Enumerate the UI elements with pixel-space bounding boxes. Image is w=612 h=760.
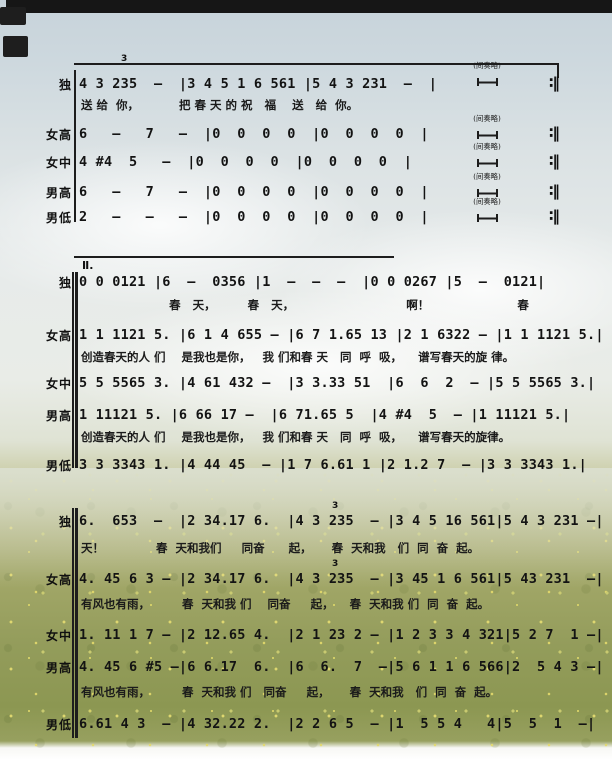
stave-soprano-s3: 女高 4. 45 6 3 — |2 34.17 6. |4 3 235 — |3… [0, 571, 612, 589]
repeat-sign: ∶‖ [549, 182, 560, 200]
stave-bass-s2: 男低 3 3 3343 1. |4 44 45 — |1 7 6.61 1 |2… [0, 457, 612, 475]
lyrics-line: 有风也有雨， 春 天和我 们 同奋 起， 春 天和我 们 同 奋 起。 [81, 597, 490, 611]
stave-solo-s3: 独 6. 653 — |2 34.17 6. |4 3 235 — |3 4 5… [0, 513, 612, 531]
whole-rest-icon [476, 214, 498, 222]
lyrics-line: 春 天， 春 天， 啊！ 春 [81, 298, 529, 312]
music-line: 6 — 7 — |0 0 0 0 |0 0 0 0 | [79, 184, 429, 200]
whole-rest-icon [476, 78, 498, 86]
part-label: 女中 [45, 377, 72, 391]
system-start-barline [72, 272, 74, 468]
triplet-mark: 3 [332, 559, 339, 569]
music-line: 1. 11 1 7 — |2 12.65 4. |2 1 23 2 — |1 2… [79, 627, 604, 643]
system-start-barline [75, 508, 78, 738]
photo-dark-mark [0, 7, 26, 25]
stave-bass-s1: 男低 2 — — — |0 0 0 0 |0 0 0 0 | [0, 209, 612, 227]
music-line: 4. 45 6 #5 —|6 6.17 6. |6 6. 7 —|5 6 1 1… [79, 659, 604, 675]
part-label: 男高 [45, 409, 72, 423]
triplet-mark: 3 [332, 501, 339, 511]
stave-mezzo-s1: 女中 4 #4 5 — |0 0 0 0 |0 0 0 0 | [0, 154, 612, 172]
whole-rest-icon [476, 159, 498, 167]
interlude-label: (间奏略) [473, 114, 501, 123]
photo-dark-mark [3, 36, 28, 57]
interlude-mark: (间奏略) [450, 196, 524, 226]
repeat-sign: ∶‖ [549, 124, 560, 142]
repeat-sign: ∶‖ [549, 74, 560, 92]
stave-solo-s2: 独 0 0 0121 |6 — 0356 |1 — — — |0 0 0267 … [0, 274, 612, 292]
part-label: 独 [58, 78, 72, 92]
part-label: 女中 [45, 629, 72, 643]
second-ending-bracket [74, 256, 394, 268]
music-line: 2 — — — |0 0 0 0 |0 0 0 0 | [79, 209, 429, 225]
lyrics-line: 天！ 春 天和我们 同奋 起， 春 天和我 们 同 奋 起。 [81, 541, 480, 555]
stave-mezzo-s3: 女中 1. 11 1 7 — |2 12.65 4. |2 1 23 2 — |… [0, 627, 612, 645]
interlude-mark: (间奏略) [450, 60, 524, 90]
repeat-sign: ∶‖ [549, 152, 560, 170]
system-start-barline [74, 70, 76, 222]
interlude-mark: (间奏略) [450, 141, 524, 171]
part-label: 独 [58, 515, 72, 529]
interlude-mark: (间奏略) [450, 113, 524, 143]
system-start-barline [75, 272, 78, 468]
music-line: 4 #4 5 — |0 0 0 0 |0 0 0 0 | [79, 154, 413, 170]
part-label: 女高 [45, 573, 72, 587]
music-line: 3 3 3343 1. |4 44 45 — |1 7 6.61 1 |2 1.… [79, 457, 587, 473]
music-line: 1 1 1121 5. |6 1 4 655 — |6 7 1.65 13 |2… [79, 327, 604, 343]
second-ending-label: Ⅱ. [82, 259, 94, 272]
lyrics-line: 送 给 你， 把 春 天 的 祝 福 送 给 你。 [81, 98, 359, 112]
music-line: 4. 45 6 3 — |2 34.17 6. |4 3 235 — |3 45… [79, 571, 604, 587]
music-line: 1 11121 5. |6 66 17 — |6 71.65 5 |4 #4 5… [79, 407, 571, 423]
lyrics-line: 创造春天的人 们 是我也是你， 我 们和春 天 同 呼 吸， 谱写春天的旋 律。 [81, 350, 515, 364]
whole-rest-icon [476, 189, 498, 197]
stave-bass-s3: 男低 6.61 4 3 — |4 32.22 2. |2 2 6 5 — |1 … [0, 716, 612, 734]
ending-bracket-line [74, 63, 559, 78]
system-start-barline [72, 508, 74, 738]
stave-tenor-s2: 男高 1 11121 5. |6 66 17 — |6 71.65 5 |4 #… [0, 407, 612, 425]
top-border-bar [6, 0, 612, 13]
triplet-mark: 3 [121, 54, 128, 64]
part-label: 男低 [45, 718, 72, 732]
stave-soprano-s1: 女高 6 — 7 — |0 0 0 0 |0 0 0 0 | [0, 126, 612, 144]
stave-tenor-s1: 男高 6 — 7 — |0 0 0 0 |0 0 0 0 | [0, 184, 612, 202]
part-label: 女高 [45, 128, 72, 142]
part-label: 男高 [45, 186, 72, 200]
part-label: 男高 [45, 661, 72, 675]
field-haze [0, 468, 612, 588]
music-line: 5 5 5565 3. |4 61 432 — |3 3.33 51 |6 6 … [79, 375, 596, 391]
part-label: 独 [58, 276, 72, 290]
whole-rest-icon [476, 131, 498, 139]
part-label: 女高 [45, 329, 72, 343]
lyrics-line: 有风也有雨， 春 天和我 们 同奋 起， 春 天和我 们 同 奋 起。 [81, 685, 498, 699]
interlude-label: (间奏略) [473, 172, 501, 181]
part-label: 男低 [45, 459, 72, 473]
stave-tenor-s3: 男高 4. 45 6 #5 —|6 6.17 6. |6 6. 7 —|5 6 … [0, 659, 612, 677]
music-line: 6 — 7 — |0 0 0 0 |0 0 0 0 | [79, 126, 429, 142]
interlude-label: (间奏略) [473, 197, 501, 206]
interlude-mark: (间奏略) [450, 171, 524, 201]
stave-mezzo-s2: 女中 5 5 5565 3. |4 61 432 — |3 3.33 51 |6… [0, 375, 612, 393]
part-label: 男低 [45, 211, 72, 225]
interlude-label: (间奏略) [473, 142, 501, 151]
music-line: 4 3 235 — |3 4 5 1 6 561 |5 4 3 231 — | [79, 76, 438, 92]
repeat-sign: ∶‖ [549, 207, 560, 225]
music-line: 6. 653 — |2 34.17 6. |4 3 235 — |3 4 5 1… [79, 513, 604, 529]
stave-solo-s1: 独 4 3 235 — |3 4 5 1 6 561 |5 4 3 231 — … [0, 76, 612, 94]
lyrics-line: 创造春天的人 们 是我也是你， 我 们和春 天 同 呼 吸， 谱写春天的旋律。 [81, 430, 511, 444]
interlude-label: (间奏略) [473, 61, 501, 70]
stave-soprano-s2: 女高 1 1 1121 5. |6 1 4 655 — |6 7 1.65 13… [0, 327, 612, 345]
music-line: 0 0 0121 |6 — 0356 |1 — — — |0 0 0267 |5… [79, 274, 546, 290]
music-line: 6.61 4 3 — |4 32.22 2. |2 2 6 5 — |1 5 5… [79, 716, 596, 732]
part-label: 女中 [45, 156, 72, 170]
